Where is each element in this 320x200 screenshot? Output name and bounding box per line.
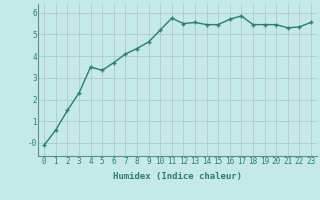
X-axis label: Humidex (Indice chaleur): Humidex (Indice chaleur) — [113, 172, 242, 181]
